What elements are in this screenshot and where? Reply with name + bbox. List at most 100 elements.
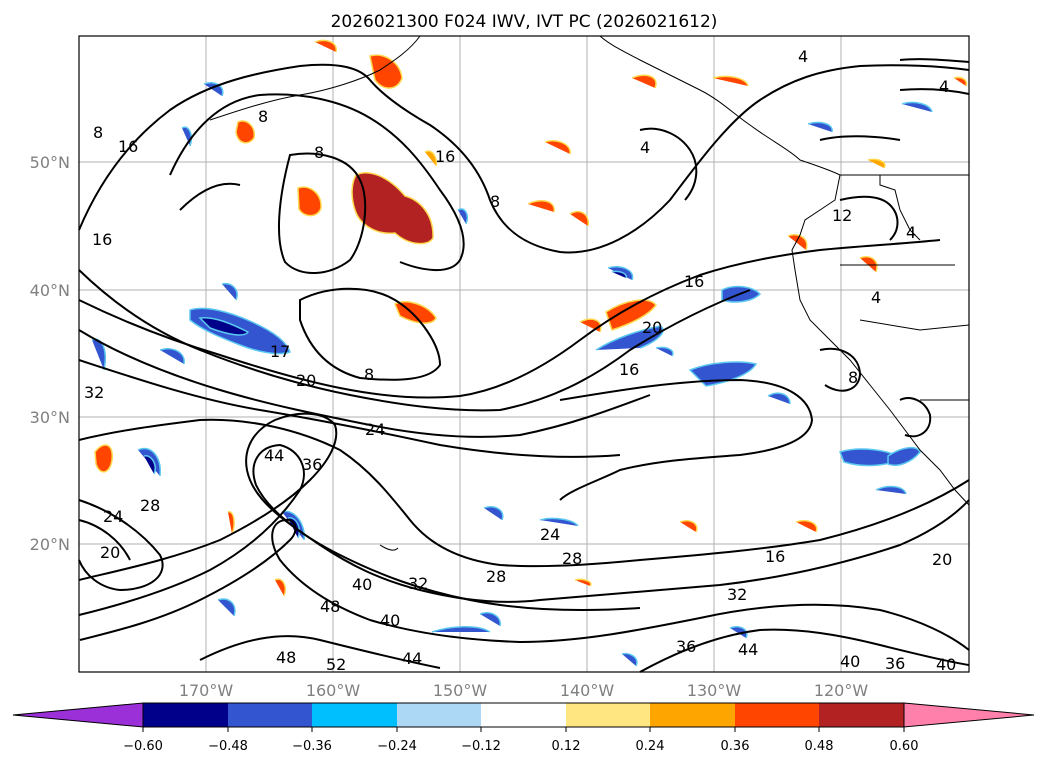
anomaly-blob <box>787 234 808 251</box>
contour-label: 28 <box>562 549 582 568</box>
anomaly-blob <box>479 612 501 627</box>
colorbar-tick-label: −0.12 <box>461 739 501 754</box>
contour-label: 8 <box>490 192 500 211</box>
colorbar-cell <box>143 703 228 727</box>
colorbar-frame <box>142 702 905 728</box>
anomaly-blob <box>217 598 236 617</box>
contour-label: 16 <box>118 137 138 156</box>
contour-label: 48 <box>320 597 340 616</box>
anomaly-blob <box>712 75 749 87</box>
lat-label: 50°N <box>30 153 70 172</box>
anomaly-blob <box>227 511 235 535</box>
anomaly-blob <box>901 101 933 113</box>
colorbar-tick-label: −0.36 <box>292 739 332 754</box>
iwv-contours <box>78 58 970 673</box>
contour-label: 4 <box>798 47 808 66</box>
contour-label: 20 <box>100 543 120 562</box>
contour-label: 16 <box>765 547 785 566</box>
anomaly-blob <box>457 208 469 225</box>
map-panel: 8 16 8 16 8 16 8 4 4 12 4 4 16 20 16 8 1… <box>78 35 970 674</box>
anomaly-blob <box>314 39 337 53</box>
contour-label: 8 <box>93 123 103 142</box>
colorbar-cell <box>819 703 904 727</box>
contour-label: 8 <box>314 143 324 162</box>
colorbar: −0.60 −0.48 −0.36 −0.24 −0.12 0.12 0.24 … <box>12 702 1035 754</box>
latitude-labels: 50°N 40°N 30°N 20°N <box>30 153 70 554</box>
anomaly-blob <box>574 578 592 587</box>
lat-label: 20°N <box>30 535 70 554</box>
contour-label: 52 <box>326 655 346 674</box>
anomaly-blob <box>544 140 571 155</box>
contour-label: 8 <box>848 368 858 387</box>
anomaly-blob <box>297 186 322 217</box>
contour-label: 20 <box>642 318 662 337</box>
anomaly-blob <box>611 270 628 279</box>
contour-label: 36 <box>302 455 322 474</box>
anomaly-blob <box>655 346 674 357</box>
anomaly-blob <box>595 325 664 351</box>
colorbar-tick-label: 0.36 <box>721 739 750 754</box>
contour-label: 16 <box>435 147 455 166</box>
anomaly-blob <box>159 348 185 365</box>
contour-label: 24 <box>540 525 560 544</box>
colorbar-tick-label: −0.24 <box>377 739 417 754</box>
anomaly-blob <box>867 158 886 169</box>
contour-label: 16 <box>619 360 639 379</box>
anomaly-blob <box>424 150 438 167</box>
contour-label: 44 <box>738 640 758 659</box>
contour-label: 16 <box>684 272 704 291</box>
contour-label: 36 <box>885 654 905 673</box>
anomaly-blob <box>369 54 403 89</box>
anomaly-blob <box>807 121 833 133</box>
colorbar-cell <box>397 703 481 727</box>
colorbar-tick-label: −0.48 <box>208 739 248 754</box>
colorbar-cell <box>312 703 397 727</box>
anomaly-blob <box>198 316 250 336</box>
contour-label: 4 <box>640 138 650 157</box>
anomaly-blob <box>953 76 968 87</box>
colorbar-tick-label: 0.60 <box>890 739 919 754</box>
anomaly-blob <box>221 282 238 301</box>
contour-label: 36 <box>676 637 696 656</box>
lon-label: 130°W <box>687 681 742 700</box>
anomaly-blob <box>679 520 698 533</box>
contour-label: 44 <box>264 446 284 465</box>
contour-label: 28 <box>140 496 160 515</box>
colorbar-tick-label: 0.12 <box>552 739 581 754</box>
lon-label: 140°W <box>560 681 615 700</box>
colorbar-tick-label: 0.48 <box>805 739 834 754</box>
anomaly-blob <box>621 652 638 667</box>
contour-label: 32 <box>727 585 747 604</box>
anomaly-blob <box>94 444 113 473</box>
contour-label: 12 <box>832 206 852 225</box>
colorbar-extend-min <box>12 702 144 728</box>
contour-label: 4 <box>871 288 881 307</box>
anomaly-blob <box>527 199 555 213</box>
anomaly-blob <box>569 210 589 227</box>
lon-label: 120°W <box>814 681 869 700</box>
colorbar-cell <box>566 703 650 727</box>
anomaly-blob <box>631 74 657 89</box>
anomaly-blob <box>875 485 907 495</box>
anomaly-blob <box>729 626 748 639</box>
contour-label: 32 <box>408 574 428 593</box>
anomaly-blob <box>859 256 878 273</box>
colorbar-cell <box>481 703 566 727</box>
contour-label: 40 <box>352 575 372 594</box>
contour-label: 20 <box>932 550 952 569</box>
contour-label: 40 <box>936 655 956 674</box>
anomaly-blob <box>483 506 504 521</box>
colorbar-tick-label: −0.60 <box>123 739 163 754</box>
contour-labels: 8 16 8 16 8 16 8 4 4 12 4 4 16 20 16 8 1… <box>84 47 956 674</box>
contour-label: 20 <box>296 371 316 390</box>
longitude-labels: 170°W 160°W 150°W 140°W 130°W 120°W <box>179 681 869 700</box>
anomaly-blob <box>235 120 255 144</box>
coastlines <box>209 35 970 551</box>
lat-label: 40°N <box>30 281 70 300</box>
contour-label: 44 <box>402 649 422 668</box>
positive-anomaly-regions <box>94 39 968 597</box>
map-frame <box>78 35 970 673</box>
anomaly-blob <box>539 517 579 527</box>
lat-label: 30°N <box>30 408 70 427</box>
